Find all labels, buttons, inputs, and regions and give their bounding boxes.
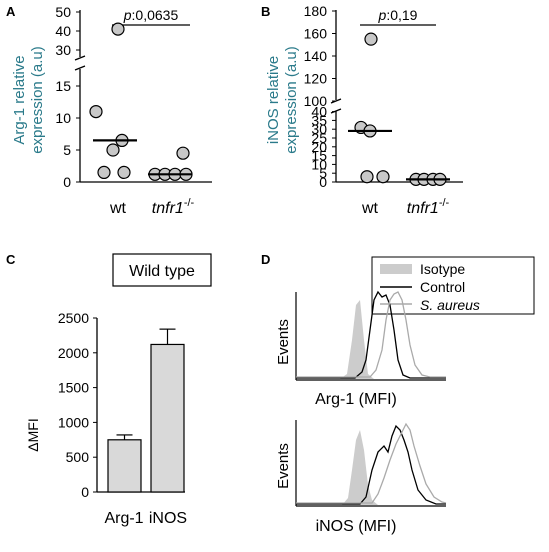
panel-c-ytick: 0: [81, 484, 89, 500]
panel-c-title-box: [112, 253, 212, 287]
panel-c-bar: [150, 343, 185, 493]
legend-isotype-swatch: [380, 264, 412, 274]
panel-b-ytick: 20: [311, 139, 327, 155]
panel-a-category-wt: wt: [109, 200, 127, 217]
panel-a-data-point: [117, 165, 131, 179]
panel-c-ytick: 2500: [58, 310, 89, 326]
legend-isotype: Isotype: [420, 261, 465, 277]
panel-b-ytick: 140: [304, 48, 328, 64]
panel-a-data-point: [111, 22, 125, 36]
panel-b-ytick: 180: [304, 3, 328, 19]
panel-b-chart: iNOS relative expression (a.u) 051015202…: [265, 3, 463, 217]
panel-d-hist1-ylabel: Events: [275, 319, 292, 365]
panel-d-hist2-control: [296, 424, 446, 505]
panel-c-category-inos: iNOS: [149, 510, 187, 527]
panel-c-ytick: 1500: [58, 380, 89, 396]
panel-b-data-point: [364, 32, 378, 46]
panel-b-ytick: 25: [311, 130, 327, 146]
panel-a-chart: Arg-1 relative expression (a.u) 50 40 30…: [11, 4, 212, 217]
panel-b-ytick: 160: [304, 26, 328, 42]
panel-b-ytick: 10: [311, 156, 327, 172]
panel-d-chart: Isotype Control S. aureus Events Arg-1 (…: [275, 256, 535, 535]
panel-a-ylabel-line1: Arg-1 relative: [11, 55, 28, 144]
panel-a-data-point: [89, 104, 103, 119]
panel-label-b: B: [261, 4, 270, 19]
panel-b-ytick: 30: [311, 121, 327, 137]
panel-a-data-point: [97, 165, 111, 179]
panel-a-points: [89, 22, 193, 181]
legend-control: Control: [420, 279, 465, 295]
panel-b-pvalue: p:0,19: [378, 7, 418, 23]
panel-c-ytick: 500: [66, 449, 90, 465]
panel-d-hist2-isotype: [296, 430, 378, 505]
panel-b-axis-break: [330, 108, 342, 114]
panel-b-ytick: 120: [304, 71, 328, 87]
panel-c-ytick: 2000: [58, 345, 89, 361]
panel-b-category-wt: wt: [361, 200, 379, 217]
panel-c-bar: [107, 439, 142, 493]
panel-d-hist2-xlabel: iNOS (MFI): [316, 518, 397, 535]
panel-a-ylabel-line2: expression (a.u): [29, 46, 46, 154]
panel-a-data-point: [106, 143, 120, 157]
panel-b-ylabel-line2: expression (a.u): [283, 46, 300, 154]
panel-b-data-point: [360, 170, 374, 184]
legend-saureus: S. aureus: [420, 297, 480, 313]
panel-a-ytick: 0: [63, 174, 71, 190]
panel-d-hist2-ylabel: Events: [275, 443, 292, 489]
panel-a-ytick: 10: [55, 110, 71, 126]
panel-label-a: A: [6, 4, 16, 19]
panel-c-bars: [107, 328, 185, 493]
panel-b-ytick: 0: [319, 174, 327, 190]
panel-label-d: D: [261, 252, 270, 267]
panel-d-hist2-saureus: [296, 422, 447, 504]
panel-a-category-tnfr1: tnfr1-/-: [152, 197, 195, 217]
panel-d-hist1-saureus: [296, 291, 446, 378]
panel-a-axis-break: [74, 65, 86, 71]
panel-b-ytick: 40: [311, 104, 327, 120]
panel-a-ytick: 5: [63, 142, 71, 158]
panel-b-ytick: 5: [319, 165, 327, 181]
panel-a-pvalue: p:0,0635: [123, 7, 179, 23]
panel-a-data-point: [176, 146, 190, 160]
panel-a-axis-break: [74, 55, 86, 61]
panel-d-hist1-isotype: [296, 300, 374, 379]
panel-b-ytick: 35: [311, 112, 327, 128]
panel-b-category-tnfr1: tnfr1-/-: [407, 197, 450, 217]
panel-c-title: Wild type: [129, 263, 195, 280]
panel-d-hist1-xlabel: Arg-1 (MFI): [315, 391, 397, 408]
panel-c-category-arg1: Arg-1: [104, 510, 143, 527]
panel-b-data-point: [376, 170, 390, 184]
panel-b-points: [348, 32, 450, 186]
panel-b-ytick: 100: [304, 93, 328, 109]
panel-a-ytick: 50: [55, 4, 71, 20]
panel-b-ytick: 15: [311, 148, 327, 164]
panel-c-ytick: 1000: [58, 414, 89, 430]
panel-a-ytick: 40: [55, 23, 71, 39]
panel-d-hist1-control: [296, 290, 446, 379]
panel-a-ytick: 30: [55, 42, 71, 58]
panel-c-chart: Wild type ΔMFI 0 500 1000 1500 2000 2500 Arg-…: [25, 253, 212, 527]
panel-a-ytick: 15: [55, 78, 71, 94]
panel-label-c: C: [6, 252, 16, 267]
panel-b-ylabel-line1: iNOS relative: [265, 56, 282, 144]
panel-c-ylabel: ΔMFI: [25, 418, 41, 451]
